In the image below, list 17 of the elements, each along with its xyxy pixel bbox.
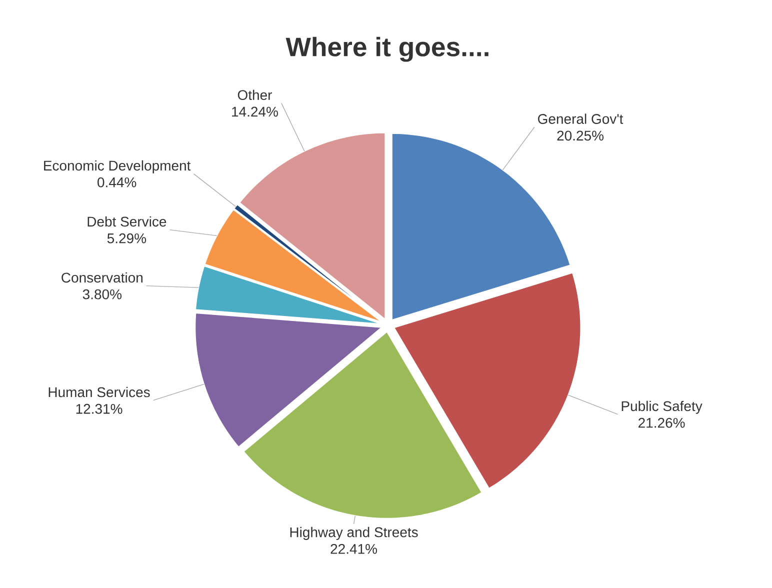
data-label: 12.31% — [76, 404, 122, 414]
data-label: 5.29% — [107, 233, 146, 244]
data-label: 20.25% — [557, 130, 604, 141]
slice-label: Public Safety — [622, 400, 702, 414]
slice-label: Highway and Streets — [290, 526, 418, 540]
data-label: 21.26% — [638, 418, 685, 428]
chart-title: Where it goes.... — [286, 36, 488, 62]
slice-label: Human Services — [48, 386, 150, 398]
data-label: 22.41% — [330, 544, 378, 554]
data-label: 14.24% — [232, 106, 278, 117]
slice-label: General Gov't — [538, 114, 624, 124]
slice-label: Economic Development — [44, 160, 191, 174]
data-label: 0.44% — [98, 177, 136, 188]
data-label: 3.80% — [82, 289, 122, 300]
slice-label: Debt Service — [88, 216, 166, 227]
slice-label: Conservation — [62, 272, 142, 283]
slice-label: Other — [238, 90, 272, 100]
